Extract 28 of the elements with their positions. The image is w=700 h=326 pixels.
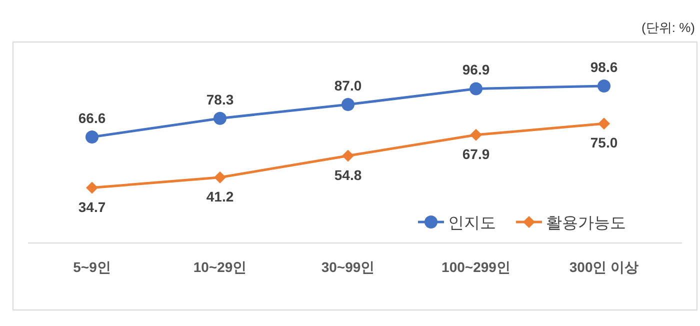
point	[86, 182, 98, 194]
data-label: 78.3	[206, 91, 234, 108]
point	[342, 98, 354, 111]
point	[598, 118, 610, 130]
data-label: 87.0	[334, 77, 362, 94]
x-tick-label: 300인 이상	[569, 259, 639, 275]
point	[342, 150, 354, 162]
x-tick-label: 100~299인	[442, 259, 510, 275]
data-label: 96.9	[462, 62, 490, 78]
x-tick-label: 30~99인	[321, 259, 375, 275]
point	[470, 82, 482, 96]
data-label: 41.2	[206, 188, 234, 204]
x-tick-label: 5~9인	[73, 259, 111, 275]
point	[214, 112, 226, 125]
point	[470, 128, 482, 141]
data-label: 34.7	[78, 198, 106, 215]
data-label: 66.6	[78, 110, 106, 126]
legend-label: 인지도	[448, 215, 496, 232]
data-label: 98.6	[590, 59, 618, 76]
point	[214, 171, 226, 184]
data-label: 67.9	[462, 146, 490, 162]
point	[598, 80, 610, 93]
point	[86, 130, 98, 144]
x-tick-label: 10~29인	[193, 259, 247, 275]
data-label: 75.0	[590, 134, 618, 151]
legend-label: 활용가능도	[546, 215, 626, 232]
data-label: 54.8	[334, 166, 362, 183]
text: (단위: %)	[642, 20, 695, 35]
